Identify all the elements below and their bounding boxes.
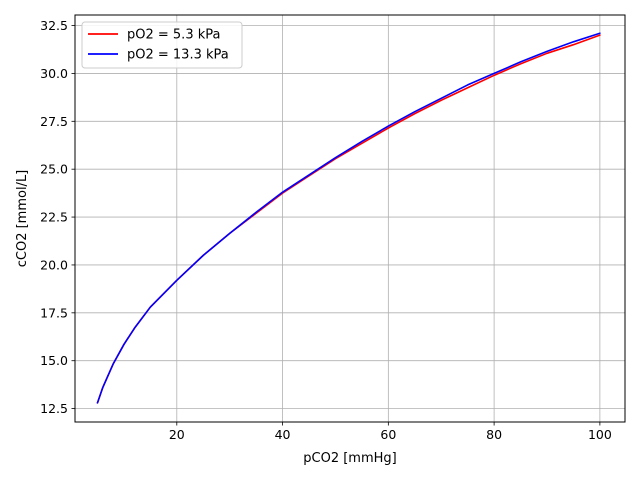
y-axis-label: cCO2 [mmol/L] [15, 170, 30, 268]
y-tick-label: 32.5 [40, 18, 68, 33]
legend-label-2: pO2 = 13.3 kPa [127, 48, 229, 63]
legend: pO2 = 5.3 kPa pO2 = 13.3 kPa [81, 21, 243, 69]
y-tick-label: 30.0 [40, 66, 68, 81]
x-tick-label: 20 [169, 427, 185, 442]
x-tick-label: 100 [588, 427, 612, 442]
y-tick-label: 15.0 [40, 353, 68, 368]
x-tick-label: 60 [380, 427, 396, 442]
y-tick-label: 25.0 [40, 162, 68, 177]
x-tick-label: 40 [275, 427, 291, 442]
plot-frame [74, 14, 626, 423]
y-tick-label: 12.5 [40, 401, 68, 416]
series-line-2 [96, 32, 601, 404]
legend-label-1: pO2 = 5.3 kPa [127, 28, 220, 43]
x-axis-label: pCO2 [mmHg] [303, 451, 396, 466]
grid-lines [75, 15, 625, 422]
y-tick-label: 20.0 [40, 257, 68, 272]
axis-ticks: 20 40 60 80 100 12.5 15.0 17.5 20.0 22.5 25.0 27.5 3… [40, 18, 612, 442]
series-layer [96, 32, 601, 404]
y-tick-label: 27.5 [40, 114, 68, 129]
y-tick-label: 22.5 [40, 210, 68, 225]
legend-box [81, 21, 243, 69]
x-tick-label: 80 [486, 427, 502, 442]
y-tick-label: 17.5 [40, 305, 68, 320]
